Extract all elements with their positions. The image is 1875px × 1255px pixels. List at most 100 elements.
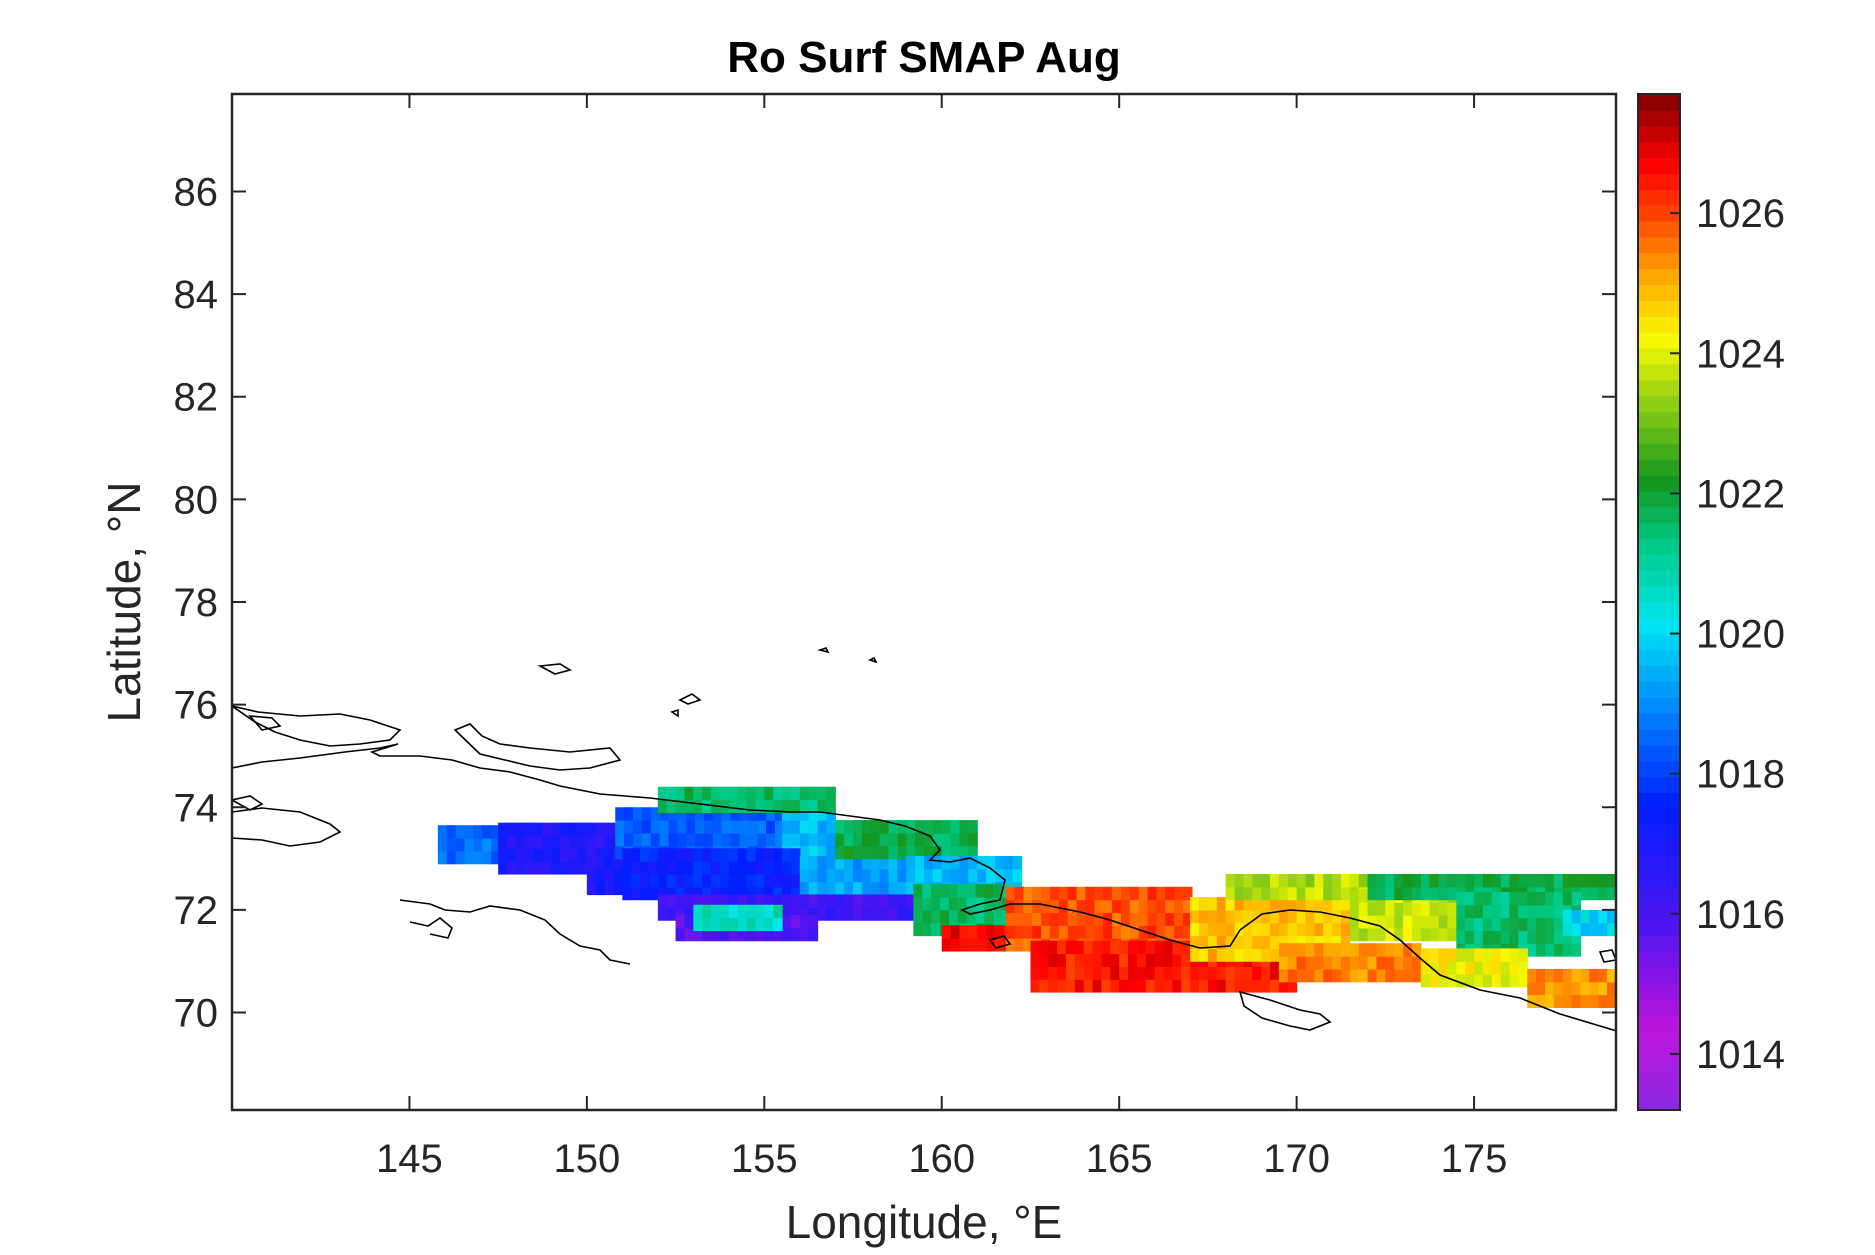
heatmap-cell — [766, 820, 776, 834]
heatmap-cell — [711, 894, 721, 908]
heatmap-cell — [1058, 912, 1069, 926]
heatmap-cell — [782, 832, 792, 847]
heatmap-cell — [1509, 974, 1520, 988]
heatmap-cell — [595, 856, 606, 870]
heatmap-cell — [1394, 968, 1404, 983]
island-west-2 — [248, 715, 282, 731]
heatmap-cell — [1447, 915, 1457, 929]
heatmap-cell — [939, 897, 950, 911]
heatmap-cell — [703, 807, 714, 821]
heatmap-cell — [799, 845, 810, 860]
heatmap-cell — [1065, 966, 1076, 980]
y-tick-label: 78 — [174, 581, 219, 625]
heatmap-cell — [897, 868, 907, 883]
colorbar-segment — [1638, 808, 1680, 825]
colorbar-tick-label: 1020 — [1696, 613, 1785, 657]
y-tick-label: 80 — [174, 478, 219, 522]
heatmap-cell — [1491, 873, 1502, 888]
heatmap-cell — [861, 868, 872, 883]
heatmap-cell — [1562, 922, 1573, 937]
heatmap-cell — [737, 894, 748, 908]
heatmap-cell — [711, 848, 721, 862]
heatmap-cell — [853, 868, 863, 883]
heatmap-cell — [1332, 922, 1342, 937]
heatmap-cell — [1553, 904, 1564, 919]
heatmap-cell — [1474, 930, 1484, 944]
heatmap-cell — [1048, 979, 1058, 993]
heatmap-cell — [1367, 968, 1378, 983]
heatmap-cell — [764, 886, 774, 901]
heatmap-cell — [950, 925, 961, 939]
heatmap-cell — [897, 845, 907, 860]
heatmap-cell — [1456, 974, 1466, 988]
heatmap-cell — [1243, 909, 1253, 924]
colorbar-tick-label: 1014 — [1696, 1033, 1785, 1077]
heatmap-cell — [835, 820, 845, 834]
heatmap-cell — [473, 850, 483, 865]
heatmap-cell — [1261, 979, 1271, 993]
heatmap-cell — [1083, 979, 1094, 993]
island-west-3 — [232, 807, 342, 847]
colorbar-segment — [1638, 935, 1680, 952]
x-tick-label: 175 — [1441, 1137, 1508, 1181]
heatmap-cell — [702, 786, 712, 801]
heatmap-cell — [1367, 927, 1378, 942]
heatmap-cell — [913, 884, 923, 898]
heatmap-cell — [1482, 873, 1493, 888]
heatmap-cell — [826, 820, 836, 834]
colorbar-segment — [1638, 538, 1680, 555]
heatmap-cell — [648, 861, 659, 875]
heatmap-cell — [1447, 948, 1457, 962]
heatmap-cell — [578, 822, 588, 837]
heatmap-cell — [569, 848, 579, 862]
heatmap-cell — [1589, 968, 1599, 983]
heatmap-cell — [728, 886, 739, 901]
heatmap-cell — [755, 927, 765, 942]
colorbar-segment — [1638, 1014, 1680, 1032]
heatmap-cell — [853, 832, 863, 847]
heatmap-cell — [1278, 922, 1289, 937]
colorbar-tick-label: 1018 — [1696, 753, 1785, 797]
heatmap-cell — [826, 832, 836, 847]
heatmap-cell — [1216, 922, 1227, 937]
heatmap-cell — [1138, 886, 1149, 901]
heatmap-cell — [853, 856, 863, 870]
heatmap-cell — [659, 807, 670, 821]
heatmap-cell — [941, 938, 952, 952]
heatmap-cell — [711, 904, 721, 919]
heatmap-region — [657, 894, 916, 921]
heatmap-cell — [1147, 899, 1158, 914]
heatmap-cell — [728, 799, 739, 813]
heatmap-cell — [1482, 891, 1493, 906]
heatmap-cell — [1252, 886, 1262, 901]
heatmap-cell — [906, 907, 916, 921]
heatmap-cell — [1112, 886, 1122, 901]
heatmap-cell — [693, 904, 703, 919]
chart-title: Ro Surf SMAP Aug — [727, 33, 1121, 82]
heatmap-cell — [1429, 927, 1440, 942]
colorbar-segment — [1638, 681, 1680, 698]
heatmap-cell — [1207, 948, 1218, 962]
heatmap-cell — [1598, 886, 1608, 901]
heatmap-cell — [1482, 974, 1493, 988]
heatmap-cell — [1429, 948, 1440, 962]
heatmap-cell — [464, 850, 474, 865]
heatmap-cell — [624, 820, 634, 834]
heatmap-cell — [446, 838, 457, 852]
colorbar-segment — [1638, 252, 1680, 270]
heatmap-cell — [950, 856, 961, 870]
heatmap-cell — [1518, 961, 1528, 975]
heatmap-cell — [491, 850, 501, 865]
colorbar-segment — [1638, 649, 1680, 667]
y-tick-label: 82 — [174, 376, 219, 420]
heatmap-cell — [622, 861, 632, 875]
heatmap-cell — [1058, 899, 1069, 914]
heatmap-cell — [1147, 925, 1158, 939]
heatmap-cell — [966, 909, 977, 924]
heatmap-cell — [1545, 968, 1555, 983]
heatmap-cell — [1562, 909, 1573, 924]
x-tick-label: 150 — [553, 1137, 620, 1181]
heatmap-cell — [984, 897, 994, 911]
colorbar-segment — [1638, 713, 1680, 730]
heatmap-cell — [1032, 886, 1042, 901]
